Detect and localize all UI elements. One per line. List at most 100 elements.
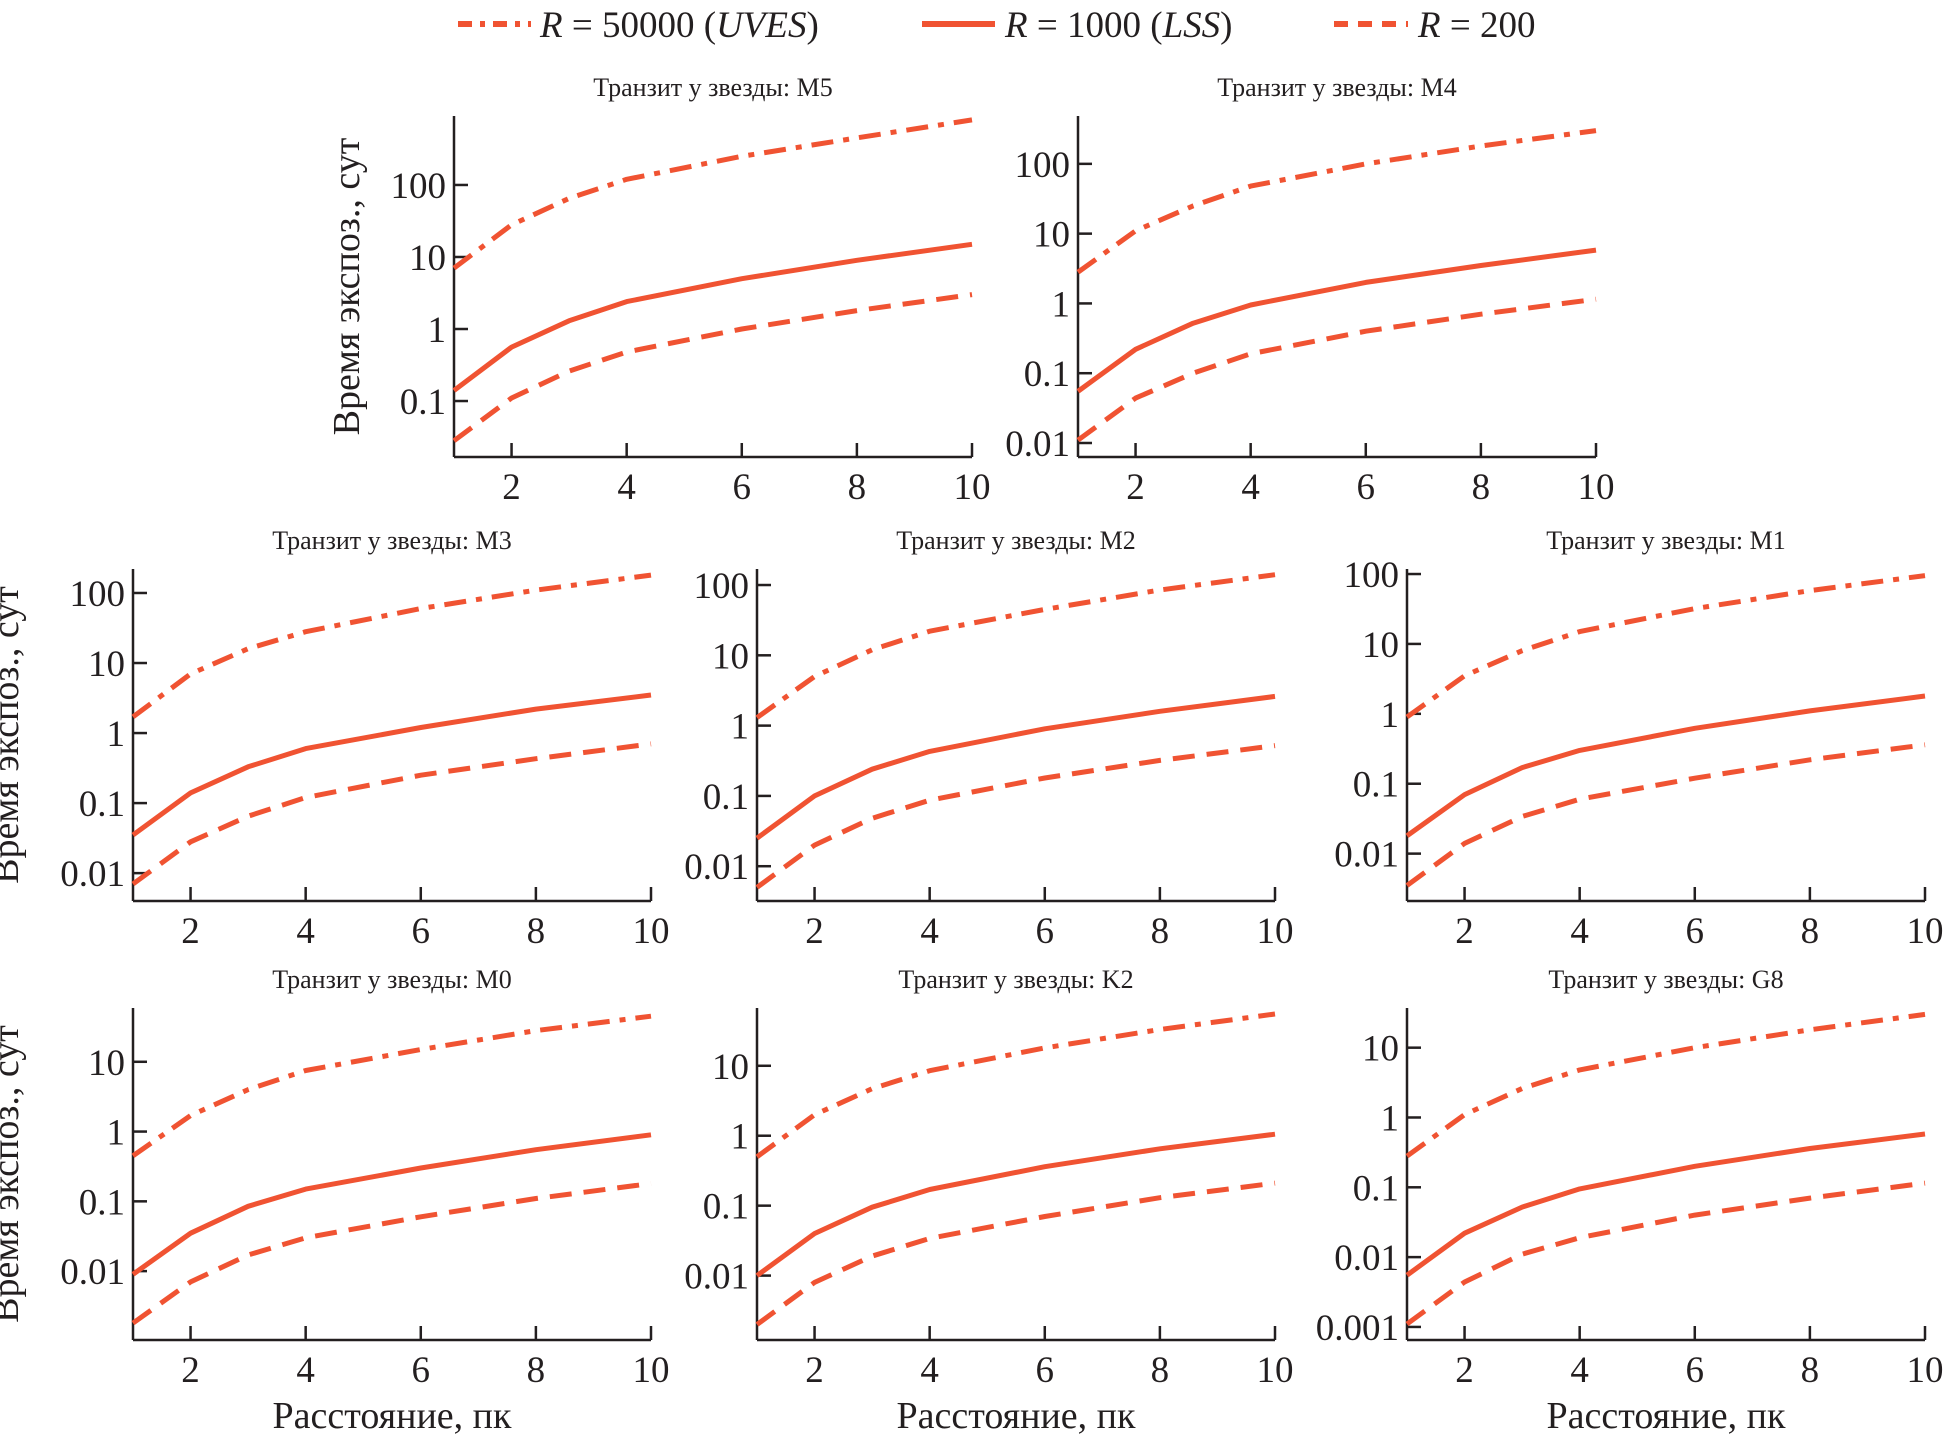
y-tick-label: 10 xyxy=(88,1043,125,1084)
x-tick-label: 4 xyxy=(920,911,939,952)
x-axis-label: Расстояние, пк xyxy=(273,1395,512,1437)
x-tick-label: 2 xyxy=(502,467,521,508)
y-tick-label: 1 xyxy=(428,310,447,351)
x-tick-label: 8 xyxy=(527,1350,546,1391)
y-tick-label: 0.1 xyxy=(1353,765,1399,806)
legend-entry-r1000: R = 1000 (LSS) xyxy=(922,5,1232,46)
panel-m1: Транзит у звезды: M1 2 4 6 8 10 0.01 0.1 1 10 100 xyxy=(1334,526,1943,952)
y-tick-label: 1 xyxy=(107,1113,126,1154)
legend-paren: ) xyxy=(807,5,819,46)
x-tick-label: 6 xyxy=(1357,467,1376,508)
legend-paren: ) xyxy=(1220,5,1232,46)
x-tick-label: 4 xyxy=(617,467,636,508)
y-tick-label: 100 xyxy=(694,566,750,607)
series-line-solid xyxy=(131,692,652,838)
y-tick-label: 10 xyxy=(409,238,446,279)
x-tick-label: 10 xyxy=(1578,467,1615,508)
series-line-dashed xyxy=(452,292,973,443)
series-line-solid xyxy=(755,693,1276,841)
series-line-dashdot xyxy=(131,1013,652,1158)
y-tick-label: 1 xyxy=(1381,1098,1400,1139)
series-line-dashdot xyxy=(131,572,652,719)
y-tick-label: 10 xyxy=(1362,1029,1399,1070)
series-line-dashed xyxy=(131,1181,652,1326)
y-axis-label: Время экспоз., сут xyxy=(0,1025,27,1323)
x-tick-label: 4 xyxy=(1241,467,1260,508)
x-tick-label: 10 xyxy=(1907,1350,1944,1391)
panel-g8: Транзит у звезды: G8 2 4 6 8 10 0.001 0.01 0.1 1 1… xyxy=(1316,965,1944,1437)
x-tick-label: 4 xyxy=(920,1350,939,1391)
x-tick-label: 8 xyxy=(848,467,867,508)
panel-title: Транзит у звезды: G8 xyxy=(1548,965,1783,994)
x-tick-label: 2 xyxy=(805,1350,824,1391)
legend-value: = 1000 ( xyxy=(1028,5,1163,46)
y-tick-label: 100 xyxy=(70,574,126,615)
y-tick-label: 10 xyxy=(712,636,749,677)
panel-m5: Транзит у звезды: M5 2 4 6 8 10 0.1 1 10 100 Время… xyxy=(326,73,991,508)
y-tick-label: 100 xyxy=(1015,145,1071,186)
panel-m3: Транзит у звезды: M3 2 4 6 8 10 0.01 0.1 1 10 100 В… xyxy=(0,526,670,952)
series-line-dashdot xyxy=(452,117,973,271)
x-tick-label: 10 xyxy=(1257,1350,1294,1391)
series-line-dashdot xyxy=(755,1011,1276,1159)
x-tick-label: 2 xyxy=(181,911,200,952)
series-line-solid xyxy=(131,1132,652,1277)
legend-value: = 50000 ( xyxy=(563,5,716,46)
x-tick-label: 10 xyxy=(1907,911,1944,952)
panel-title: Транзит у звезды: K2 xyxy=(898,965,1133,994)
x-axis-label: Расстояние, пк xyxy=(1547,1395,1786,1437)
x-tick-label: 6 xyxy=(1686,911,1705,952)
series-line-dashed xyxy=(755,1180,1276,1327)
legend-entry-r200: R = 200 xyxy=(1334,5,1535,46)
series-line-solid xyxy=(1405,1131,1926,1278)
x-tick-label: 8 xyxy=(1801,911,1820,952)
series-line-solid xyxy=(755,1131,1276,1278)
series-line-solid xyxy=(452,241,973,393)
y-tick-label: 0.01 xyxy=(1334,1238,1399,1279)
y-tick-label: 0.01 xyxy=(1005,424,1070,465)
y-tick-label: 0.1 xyxy=(400,382,446,423)
series-line-dashdot xyxy=(1405,573,1926,720)
y-tick-label: 1 xyxy=(107,714,126,755)
y-axis-label: Время экспоз., сут xyxy=(0,586,27,884)
y-tick-label: 0.1 xyxy=(79,1182,125,1223)
x-tick-label: 10 xyxy=(954,467,991,508)
x-tick-label: 6 xyxy=(1036,1350,1055,1391)
legend-label: R = 50000 (UVES) xyxy=(539,5,819,46)
y-tick-label: 10 xyxy=(1033,215,1070,256)
panel-title: Транзит у звезды: M4 xyxy=(1217,73,1456,102)
y-tick-label: 10 xyxy=(88,644,125,685)
x-tick-label: 8 xyxy=(1801,1350,1820,1391)
x-tick-label: 4 xyxy=(296,911,315,952)
y-tick-label: 1 xyxy=(731,1117,750,1158)
x-tick-label: 6 xyxy=(1686,1350,1705,1391)
y-tick-label: 100 xyxy=(1344,555,1400,596)
panel-title: Транзит у звезды: M0 xyxy=(272,965,511,994)
y-tick-label: 100 xyxy=(391,166,447,207)
x-tick-label: 2 xyxy=(181,1350,200,1391)
y-tick-label: 0.01 xyxy=(1334,835,1399,876)
panel-m2: Транзит у звезды: M2 2 4 6 8 10 0.01 0.1 1 10 100 xyxy=(684,526,1293,952)
x-tick-label: 6 xyxy=(412,1350,431,1391)
legend-symbol: R xyxy=(1004,5,1028,46)
panel-m0: Транзит у звезды: M0 2 4 6 8 10 0.01 0.1 1 10 Врем… xyxy=(0,965,670,1437)
y-tick-label: 0.01 xyxy=(684,1257,749,1298)
legend-entry-r50000: R = 50000 (UVES) xyxy=(458,5,819,46)
x-tick-label: 2 xyxy=(805,911,824,952)
series-line-dashed xyxy=(1405,742,1926,888)
x-tick-label: 2 xyxy=(1455,1350,1474,1391)
panel-title: Транзит у звезды: M3 xyxy=(272,526,511,555)
series-line-dashdot xyxy=(1076,128,1597,275)
y-tick-label: 10 xyxy=(1362,625,1399,666)
x-tick-label: 8 xyxy=(527,911,546,952)
series-line-dashdot xyxy=(1405,1011,1926,1159)
x-tick-label: 10 xyxy=(633,911,670,952)
series-line-dashed xyxy=(1076,296,1597,443)
legend: R = 50000 (UVES) R = 1000 (LSS) R = 200 xyxy=(458,5,1535,46)
legend-value: = 200 xyxy=(1441,5,1536,46)
y-axis-label: Время экспоз., сут xyxy=(326,137,368,435)
y-tick-label: 0.1 xyxy=(79,784,125,825)
x-tick-label: 10 xyxy=(1257,911,1294,952)
y-tick-label: 0.1 xyxy=(703,777,749,818)
